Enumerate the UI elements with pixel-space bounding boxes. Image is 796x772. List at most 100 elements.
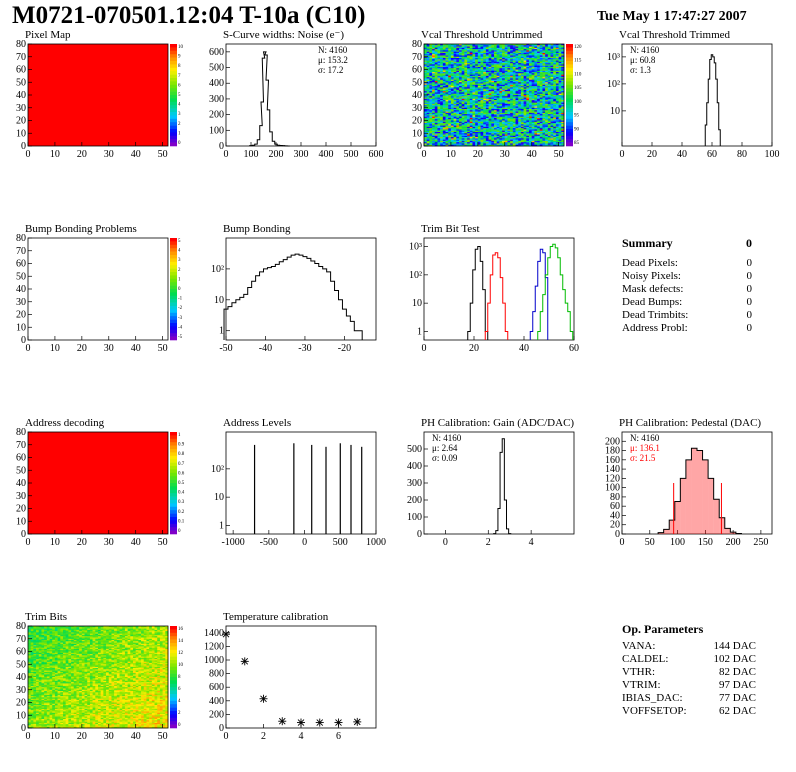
heatmap-cell	[510, 139, 514, 142]
heatmap-cell	[459, 142, 462, 144]
heatmap-cell	[432, 128, 436, 130]
heatmap-cell	[488, 128, 492, 130]
heatmap-cell	[523, 46, 527, 49]
heatmap-cell	[28, 661, 31, 664]
heatmap-cell	[456, 125, 460, 128]
heatmap-cell	[488, 111, 492, 114]
heatmap-cell	[547, 64, 551, 66]
heatmap-cell	[461, 82, 465, 84]
heatmap-cell	[488, 75, 492, 78]
heatmap-cell	[518, 142, 522, 144]
heatmap-cell	[526, 133, 530, 135]
heatmap-cell	[526, 103, 530, 106]
heatmap-cell	[437, 59, 441, 61]
heatmap-cell	[512, 89, 516, 92]
heatmap-cell	[33, 642, 37, 645]
heatmap-cell	[33, 705, 37, 707]
heatmap-cell	[429, 63, 433, 65]
heatmap-cell	[456, 89, 460, 92]
heatmap-cell	[432, 126, 436, 129]
heatmap-cell	[529, 56, 532, 59]
x-tick-label: 20	[469, 343, 479, 354]
heatmap-cell	[437, 93, 441, 96]
heatmap-cell	[488, 125, 492, 128]
heatmap-cell	[459, 126, 462, 129]
heatmap-cell	[550, 110, 554, 112]
heatmap-cell	[555, 102, 559, 105]
heatmap-cell	[507, 65, 511, 68]
heatmap-cell	[561, 50, 565, 52]
heatmap-cell	[453, 54, 457, 56]
heatmap-cell	[445, 106, 449, 109]
heatmap-cell	[450, 135, 454, 138]
heatmap-cell	[534, 59, 538, 61]
heatmap-cell	[485, 79, 489, 82]
heatmap-cell	[464, 140, 468, 143]
heatmap-cell	[485, 70, 489, 73]
heatmap-cell	[531, 106, 535, 109]
heatmap-cell	[555, 125, 559, 128]
heatmap-cell	[488, 77, 492, 79]
heatmap-cell	[545, 100, 549, 102]
heatmap-cell	[518, 107, 522, 110]
heatmap-cell	[488, 112, 492, 115]
heatmap-cell	[475, 140, 479, 143]
heatmap-cell	[558, 115, 562, 117]
heatmap-cell	[507, 111, 511, 114]
heatmap-cell	[469, 80, 473, 83]
heatmap-cell	[432, 110, 436, 112]
heatmap-cell	[561, 112, 565, 115]
heatmap-cell	[467, 87, 471, 89]
heatmap-cell	[424, 119, 427, 121]
heatmap-cell	[542, 125, 546, 128]
heatmap-cell	[33, 655, 37, 657]
heatmap-cell	[461, 109, 465, 111]
heatmap-cell	[432, 66, 436, 69]
heatmap-cell	[547, 79, 551, 82]
heatmap-cell	[502, 89, 506, 92]
heatmap-cell	[456, 144, 460, 147]
heatmap-cell	[491, 92, 495, 95]
y-tick-label: 50	[16, 77, 26, 88]
heatmap-cell	[547, 144, 551, 147]
heatmap-cell	[469, 138, 473, 140]
heatmap-cell	[445, 121, 449, 124]
heatmap-cell	[494, 142, 497, 144]
heatmap-cell	[445, 87, 449, 89]
heatmap-cell	[30, 655, 34, 657]
heatmap-cell	[553, 140, 557, 143]
heatmap-cell	[467, 133, 471, 135]
heatmap-cell	[512, 52, 516, 55]
heatmap-cell	[550, 80, 554, 83]
heatmap-cell	[504, 112, 508, 115]
heatmap-cell	[529, 91, 532, 93]
heatmap-cell	[475, 59, 479, 61]
heatmap-cell	[424, 52, 427, 55]
heatmap-cell	[561, 128, 565, 130]
heatmap-cell	[494, 93, 497, 96]
heatmap-cell	[496, 135, 500, 138]
heatmap-cell	[33, 656, 37, 659]
heatmap-cell	[507, 87, 511, 89]
heatmap-cell	[448, 73, 452, 75]
heatmap-cell	[459, 78, 462, 80]
heatmap-cell	[30, 679, 34, 682]
heatmap-cell	[480, 125, 484, 128]
heatmap-cell	[555, 107, 559, 110]
heatmap-cell	[512, 112, 516, 115]
heatmap-cell	[531, 46, 535, 49]
heatmap-cell	[523, 134, 527, 137]
heatmap-cell	[534, 60, 538, 63]
heatmap-cell	[537, 73, 541, 75]
heatmap-cell	[483, 47, 487, 50]
heatmap-cell	[461, 107, 465, 110]
heatmap-cell	[426, 73, 430, 75]
stats-line: σ: 21.5	[630, 453, 656, 463]
heatmap-cell	[28, 638, 31, 641]
heatmap-cell	[502, 143, 506, 146]
heatmap-cell	[496, 142, 500, 144]
heatmap-cell	[472, 60, 476, 63]
heatmap-cell	[475, 47, 479, 50]
heatmap-cell	[28, 678, 31, 680]
heatmap-cell	[472, 143, 476, 146]
